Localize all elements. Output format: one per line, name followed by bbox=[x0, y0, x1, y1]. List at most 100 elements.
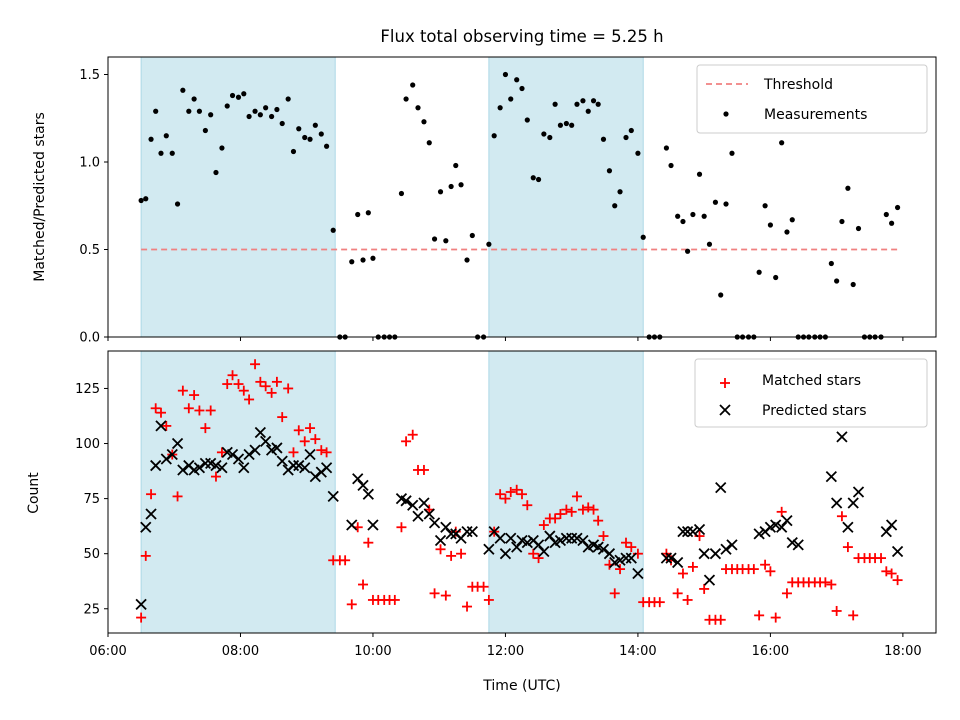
matched-star-point-29 bbox=[293, 425, 304, 436]
measurement-point-103 bbox=[706, 241, 713, 247]
matched-star-point-17 bbox=[227, 370, 238, 381]
matched-star-point-68 bbox=[511, 484, 522, 495]
predicted-star-point-25 bbox=[271, 442, 283, 454]
matched-star-point-18 bbox=[233, 379, 244, 390]
measurement-point-20 bbox=[246, 113, 252, 120]
measurement-point-79 bbox=[574, 101, 580, 107]
measurement-point-34 bbox=[323, 143, 330, 149]
matched-star-point-34 bbox=[321, 447, 332, 458]
matched-star-point-99 bbox=[682, 594, 693, 605]
predicted-star-point-104 bbox=[825, 470, 837, 483]
measurement-point-32 bbox=[312, 122, 318, 128]
measurement-point-91 bbox=[640, 234, 646, 240]
matched-star-point-87 bbox=[615, 564, 626, 575]
predicted-star-point-107 bbox=[842, 521, 854, 533]
matched-star-point-37 bbox=[340, 555, 351, 566]
predicted-star-point-11 bbox=[193, 462, 206, 474]
measurement-point-30 bbox=[302, 134, 308, 141]
count-ytick-label-1: 50 bbox=[83, 547, 100, 562]
matched-star-point-71 bbox=[528, 548, 539, 559]
matched-star-point-70 bbox=[522, 500, 533, 511]
ratio-legend: Threshold Measurements bbox=[696, 64, 928, 134]
predicted-star-point-29 bbox=[293, 459, 305, 472]
matched-star-point-59 bbox=[462, 601, 473, 612]
matched-star-point-58 bbox=[456, 548, 467, 559]
predicted-star-point-105 bbox=[831, 497, 843, 509]
measurement-point-5 bbox=[163, 133, 169, 139]
matched-star-point-62 bbox=[478, 581, 489, 592]
measurement-point-56 bbox=[448, 183, 454, 190]
matched-star-point-82 bbox=[588, 504, 599, 515]
ratio-ytick-label-1: 0.5 bbox=[79, 243, 100, 258]
predicted-star-point-23 bbox=[260, 435, 272, 447]
matched-star-point-129 bbox=[848, 610, 859, 621]
matched-star-point-46 bbox=[389, 594, 400, 605]
predicted-star-point-103 bbox=[792, 539, 804, 551]
count-xtick-label-2: 10:00 bbox=[354, 644, 391, 659]
measurement-point-52 bbox=[426, 140, 432, 146]
predicted-star-point-79 bbox=[614, 554, 626, 566]
predicted-star-point-46 bbox=[423, 508, 435, 520]
predicted-star-point-66 bbox=[544, 530, 556, 542]
predicted-star-point-17 bbox=[226, 448, 239, 461]
matched-star-point-97 bbox=[672, 588, 683, 599]
measurement-point-66 bbox=[502, 71, 509, 78]
measurement-point-80 bbox=[580, 98, 586, 104]
measurement-point-116 bbox=[779, 140, 785, 146]
predicted-star-point-110 bbox=[880, 526, 892, 538]
matched-star-point-113 bbox=[760, 559, 771, 570]
measurement-point-75 bbox=[552, 101, 558, 107]
predicted-star-point-80 bbox=[620, 552, 632, 564]
measurement-point-70 bbox=[524, 117, 530, 123]
matched-star-point-25 bbox=[271, 376, 282, 387]
matched-star-point-27 bbox=[283, 383, 294, 394]
count-panel: 25 50 75 100 125 06:00 08:00 10:00 12:00 14:00 16… bbox=[26, 350, 937, 694]
predicted-star-point-21 bbox=[249, 444, 261, 456]
matched-star-point-5 bbox=[161, 420, 172, 431]
ratio-panel: 0.0 0.5 1.0 1.5 Matched/Predicted stars Thr… bbox=[32, 56, 937, 346]
matched-star-point-136 bbox=[886, 568, 897, 579]
measurements-legend-marker bbox=[723, 111, 729, 117]
measurement-point-3 bbox=[153, 108, 159, 114]
predicted-star-point-3 bbox=[150, 459, 162, 472]
predicted-star-point-81 bbox=[625, 552, 637, 564]
matched-star-point-1 bbox=[140, 550, 151, 561]
predicted-star-point-7 bbox=[171, 437, 184, 450]
ratio-y-axis-label: Matched/Predicted stars bbox=[32, 112, 48, 282]
count-legend: Matched stars Predicted stars bbox=[694, 358, 928, 428]
matched-star-point-41 bbox=[363, 537, 374, 548]
measurement-point-47 bbox=[398, 190, 405, 197]
predicted-star-point-5 bbox=[160, 453, 172, 465]
matched-star-point-33 bbox=[316, 445, 327, 456]
ratio-legend-box bbox=[696, 64, 928, 134]
measurement-point-39 bbox=[355, 211, 361, 218]
measurement-point-17 bbox=[229, 92, 236, 99]
matched-star-point-21 bbox=[250, 359, 261, 370]
measurement-point-107 bbox=[729, 150, 735, 156]
matched-star-point-102 bbox=[699, 583, 710, 594]
predicted-star-point-14 bbox=[210, 459, 222, 472]
matched-star-point-105 bbox=[715, 614, 726, 625]
matched-star-point-84 bbox=[598, 531, 609, 542]
matched-star-point-67 bbox=[505, 487, 516, 497]
predicted-star-point-53 bbox=[461, 526, 473, 538]
measurement-point-4 bbox=[158, 150, 164, 156]
predicted-star-point-101 bbox=[781, 515, 793, 527]
predicted-star-point-87 bbox=[681, 526, 694, 538]
count-xtick-label-6: 18:00 bbox=[884, 644, 921, 659]
measurement-point-114 bbox=[767, 222, 774, 228]
predicted-star-point-83 bbox=[660, 552, 673, 564]
measurement-point-15 bbox=[219, 145, 225, 151]
predicted-star-point-38 bbox=[357, 479, 369, 492]
count-observing-window-0 bbox=[140, 350, 336, 634]
predicted-star-point-43 bbox=[407, 499, 419, 511]
count-ytick-label-0: 25 bbox=[83, 602, 100, 617]
measurement-point-95 bbox=[663, 145, 670, 151]
measurement-point-137 bbox=[894, 204, 901, 211]
predicted-star-point-109 bbox=[852, 486, 865, 498]
predicted-star-point-95 bbox=[726, 539, 738, 551]
measurement-point-29 bbox=[296, 126, 302, 132]
measurement-point-76 bbox=[557, 122, 564, 128]
predicted-star-point-4 bbox=[155, 420, 167, 432]
